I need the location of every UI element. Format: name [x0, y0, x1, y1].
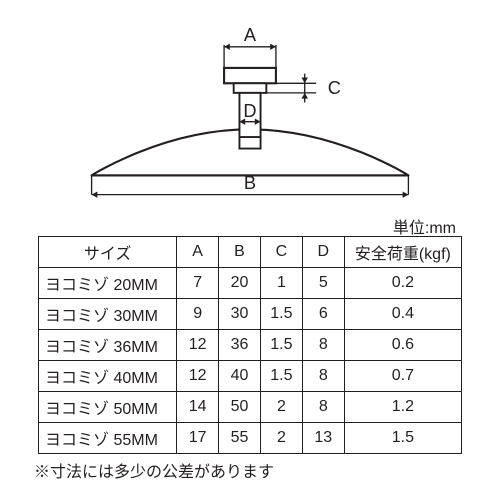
svg-text:D: D: [243, 100, 256, 121]
svg-text:C: C: [328, 77, 341, 98]
cell-B: 40: [219, 361, 261, 392]
table-row: ヨコミゾ 36MM12361.580.6: [39, 330, 462, 361]
cell-A: 14: [177, 392, 219, 423]
table-row: ヨコミゾ 40MM12401.580.7: [39, 361, 462, 392]
table-row: ヨコミゾ 50MM1450281.2: [39, 392, 462, 423]
table-row: ヨコミゾ 55MM17552131.5: [39, 423, 462, 454]
cell-load: 1.2: [344, 392, 461, 423]
cell-size: ヨコミゾ 55MM: [39, 423, 177, 454]
cell-load: 0.2: [344, 268, 461, 299]
cell-D: 8: [302, 330, 344, 361]
cell-C: 1: [260, 268, 302, 299]
cell-A: 12: [177, 330, 219, 361]
cell-size: ヨコミゾ 30MM: [39, 299, 177, 330]
table-row: ヨコミゾ 30MM9301.560.4: [39, 299, 462, 330]
cell-C: 1.5: [260, 361, 302, 392]
cell-load: 0.4: [344, 299, 461, 330]
cell-size: ヨコミゾ 50MM: [39, 392, 177, 423]
dimension-diagram: A B C D: [60, 18, 440, 210]
unit-label: 単位:mm: [393, 214, 456, 238]
cell-size: ヨコミゾ 20MM: [39, 268, 177, 299]
cell-D: 6: [302, 299, 344, 330]
cell-size: ヨコミゾ 36MM: [39, 330, 177, 361]
cell-B: 50: [219, 392, 261, 423]
cell-D: 8: [302, 361, 344, 392]
svg-text:B: B: [244, 172, 256, 193]
cell-D: 5: [302, 268, 344, 299]
cell-C: 1.5: [260, 330, 302, 361]
cell-C: 2: [260, 423, 302, 454]
header-A: A: [177, 237, 219, 268]
header-C: C: [260, 237, 302, 268]
table-header-row: サイズ A B C D 安全荷重(kgf): [39, 237, 462, 268]
header-D: D: [302, 237, 344, 268]
cell-size: ヨコミゾ 40MM: [39, 361, 177, 392]
cell-C: 1.5: [260, 299, 302, 330]
cell-A: 7: [177, 268, 219, 299]
table-row: ヨコミゾ 20MM720150.2: [39, 268, 462, 299]
figure-stage: { "diagram": { "stroke": "#231f20", "mai…: [0, 0, 500, 500]
cell-C: 2: [260, 392, 302, 423]
svg-text:A: A: [244, 24, 257, 45]
cell-B: 20: [219, 268, 261, 299]
header-size: サイズ: [39, 237, 177, 268]
dimension-table: サイズ A B C D 安全荷重(kgf) ヨコミゾ 20MM720150.2ヨ…: [38, 236, 462, 454]
cell-D: 8: [302, 392, 344, 423]
cell-A: 17: [177, 423, 219, 454]
cell-load: 0.7: [344, 361, 461, 392]
header-B: B: [219, 237, 261, 268]
cell-A: 9: [177, 299, 219, 330]
cell-load: 1.5: [344, 423, 461, 454]
cell-B: 36: [219, 330, 261, 361]
footnote: ※寸法には多少の公差があります: [34, 458, 274, 482]
cell-B: 55: [219, 423, 261, 454]
cell-D: 13: [302, 423, 344, 454]
cell-A: 12: [177, 361, 219, 392]
cell-load: 0.6: [344, 330, 461, 361]
cell-B: 30: [219, 299, 261, 330]
header-load: 安全荷重(kgf): [344, 237, 461, 268]
table-body: ヨコミゾ 20MM720150.2ヨコミゾ 30MM9301.560.4ヨコミゾ…: [39, 268, 462, 454]
